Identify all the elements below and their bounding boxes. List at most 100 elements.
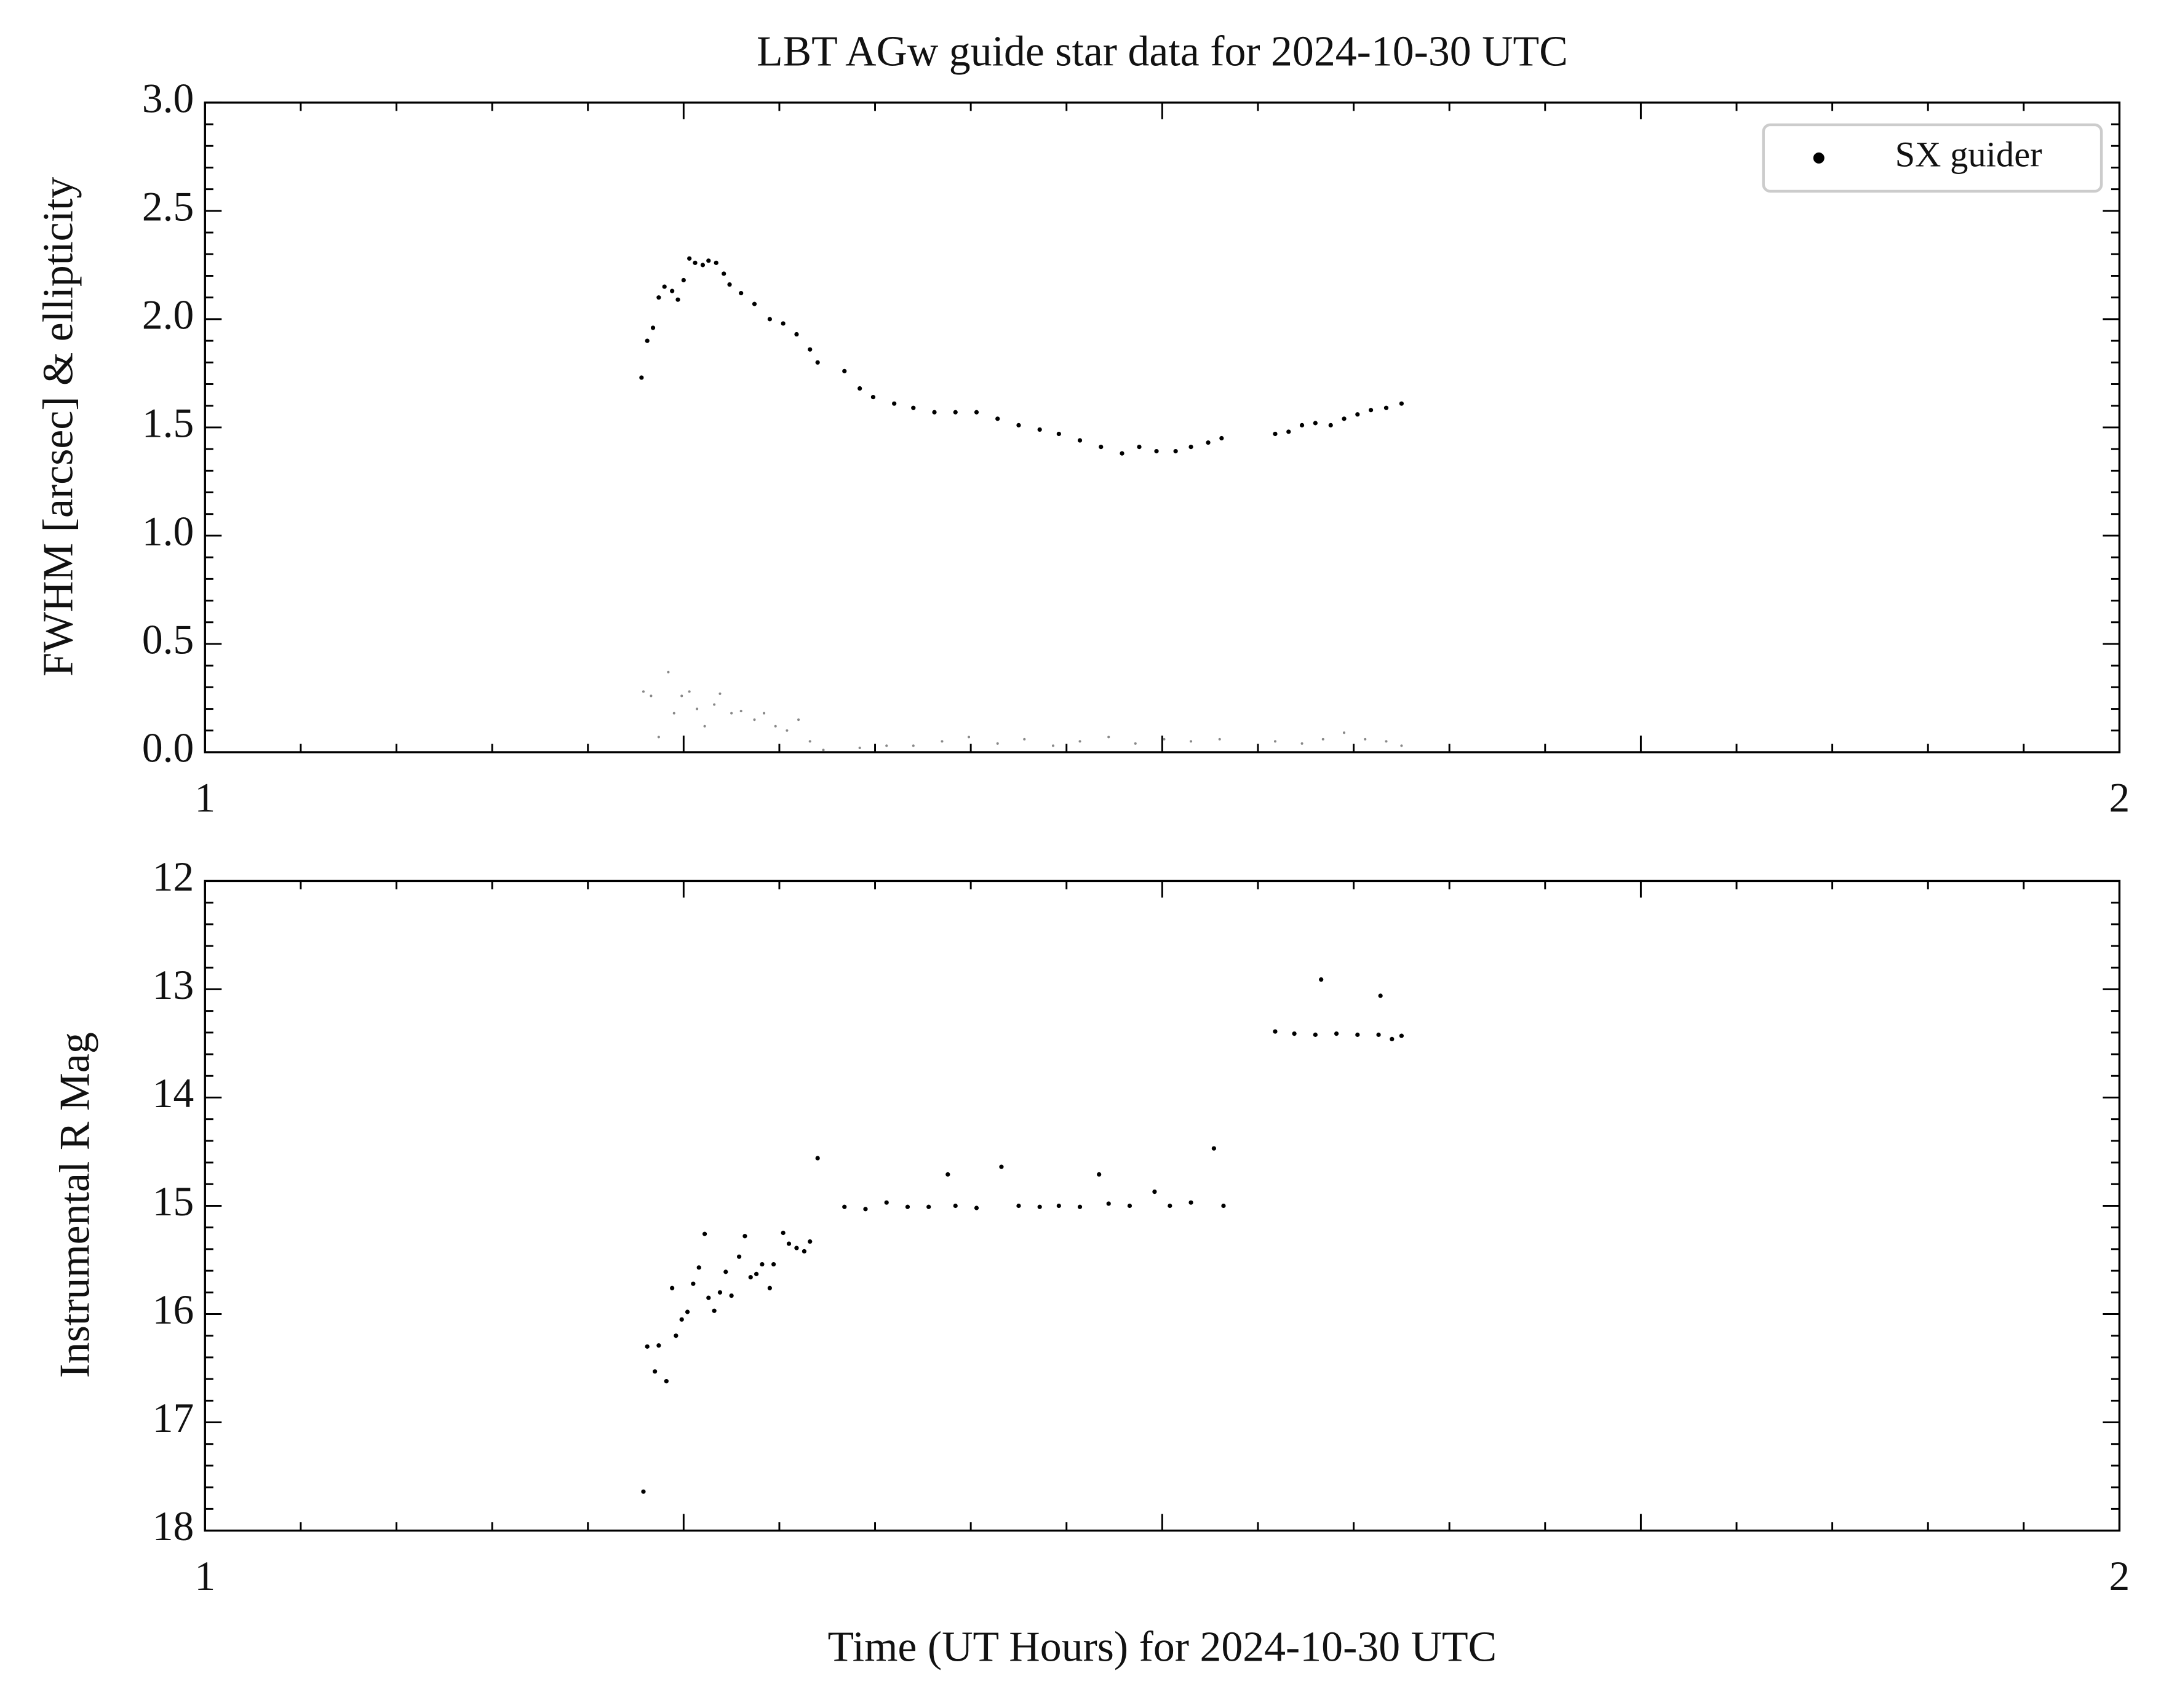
data-point: [1163, 737, 1166, 741]
data-point: [667, 670, 670, 673]
data-point: [763, 712, 766, 715]
y-tick-label: 15: [153, 1178, 194, 1225]
data-point: [996, 742, 999, 745]
data-point: [1188, 444, 1193, 450]
data-point: [1376, 1032, 1381, 1037]
data-point: [1016, 1203, 1021, 1209]
data-point: [714, 260, 718, 265]
data-point: [885, 744, 888, 747]
data-point: [905, 1204, 910, 1209]
data-point: [1056, 1203, 1061, 1209]
data-point: [1206, 440, 1211, 445]
data-point: [718, 692, 722, 695]
data-point: [664, 1379, 669, 1384]
y-tick-label: 2.0: [142, 292, 194, 338]
data-point: [670, 288, 675, 293]
data-point: [1188, 1200, 1193, 1205]
data-point: [912, 744, 915, 747]
data-point: [1120, 451, 1124, 456]
data-point: [1099, 444, 1104, 450]
data-point: [1219, 435, 1224, 441]
data-point: [1313, 1032, 1318, 1037]
y-axis-label: Instrumental R Mag: [51, 1032, 98, 1378]
data-point: [1152, 1190, 1157, 1194]
data-point: [1037, 427, 1042, 432]
data-point: [713, 703, 716, 706]
data-point: [679, 1317, 684, 1322]
data-point: [657, 736, 660, 739]
data-point: [1134, 742, 1137, 745]
data-point: [674, 1333, 679, 1338]
data-point: [870, 395, 876, 400]
data-point: [717, 1290, 723, 1295]
data-point: [1173, 449, 1178, 454]
x-tick-label: 2: [2109, 1553, 2130, 1599]
data-point: [815, 1156, 820, 1161]
data-point: [1378, 993, 1383, 998]
data-point: [999, 1164, 1004, 1169]
data-point: [691, 1281, 696, 1286]
data-point: [754, 1271, 759, 1276]
data-point: [968, 736, 971, 739]
data-point: [858, 386, 862, 391]
data-point: [748, 1275, 753, 1280]
data-point: [650, 325, 656, 330]
data-point: [1077, 438, 1083, 443]
data-point: [808, 1239, 813, 1244]
y-tick-label: 18: [153, 1503, 194, 1549]
data-point: [642, 690, 645, 693]
data-point: [1107, 736, 1110, 739]
x-tick-label: 1: [194, 775, 215, 821]
data-point: [781, 321, 786, 326]
data-point: [736, 1254, 742, 1259]
data-point: [932, 410, 937, 415]
y-tick-label: 1.5: [142, 400, 194, 446]
y-tick-label: 1.0: [142, 508, 194, 554]
data-point: [1023, 737, 1026, 741]
data-point: [739, 291, 744, 296]
data-point: [794, 332, 799, 337]
data-point: [1399, 401, 1404, 406]
data-point: [802, 1249, 806, 1254]
data-point: [945, 1172, 950, 1177]
data-point: [771, 1261, 776, 1267]
data-point: [767, 1285, 772, 1290]
y-tick-label: 17: [153, 1395, 194, 1441]
data-point: [650, 694, 653, 697]
data-point: [767, 317, 772, 322]
data-point: [1364, 737, 1367, 741]
data-point: [1016, 423, 1021, 427]
data-point: [953, 410, 958, 415]
plot-frame: [204, 101, 2121, 753]
data-point: [687, 256, 692, 261]
y-tick-label: 16: [153, 1287, 194, 1333]
data-point: [1097, 1172, 1102, 1177]
data-point: [1211, 1146, 1216, 1151]
data-point: [995, 416, 1000, 421]
data-point: [722, 271, 726, 276]
data-point: [1056, 431, 1061, 437]
plot-frame: [204, 880, 2121, 1532]
y-tick-label: 12: [153, 854, 194, 900]
data-point: [1400, 744, 1403, 747]
data-point: [729, 1293, 734, 1298]
x-axis-label: Time (UT Hours) for 2024-10-30 UTC: [828, 1623, 1497, 1670]
data-point: [808, 347, 813, 352]
data-point: [911, 405, 916, 410]
data-point: [727, 282, 732, 287]
data-point: [974, 410, 979, 415]
y-tick-label: 0.5: [142, 616, 194, 662]
data-point: [1273, 1029, 1278, 1034]
data-point: [681, 277, 686, 283]
data-point: [1190, 740, 1193, 743]
data-point: [653, 1369, 658, 1374]
data-point: [760, 1261, 765, 1267]
chart-title: LBT AGw guide star data for 2024-10-30 U…: [757, 28, 1568, 75]
data-point: [685, 1309, 690, 1314]
data-point: [1273, 431, 1278, 437]
data-point: [974, 1206, 979, 1210]
data-point: [739, 710, 742, 713]
data-point: [1273, 740, 1277, 743]
data-point: [641, 1489, 646, 1494]
